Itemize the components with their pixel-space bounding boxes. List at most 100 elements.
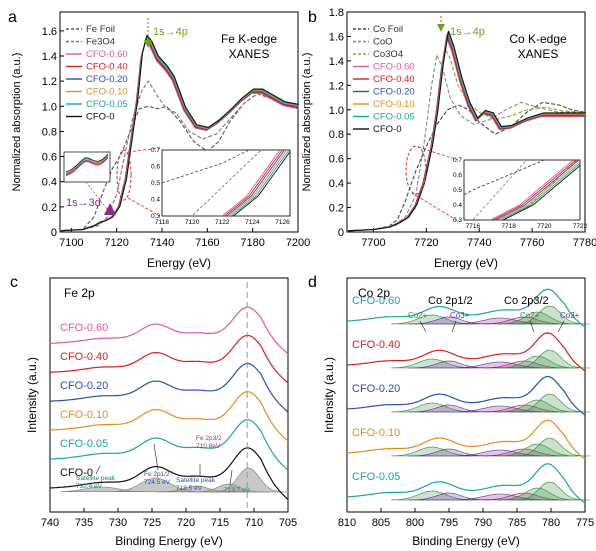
inset-x-tick: 7722 [573, 223, 588, 230]
annotation-label: Co3+ [450, 311, 470, 320]
series-label: CFO-0.05 [352, 471, 400, 483]
panel-a-xlabel: Energy (eV) [147, 256, 211, 270]
inset-x-tick: 7126 [275, 219, 290, 226]
annotation-label: 710.8eV [196, 443, 221, 450]
x-tick-label: 715 [211, 517, 229, 529]
inset-y-tick: 0.6 [151, 164, 160, 171]
y-tick-label: 0.6 [42, 152, 57, 164]
panel-a-letter: a [8, 9, 17, 26]
x-tick-label: 725 [143, 517, 161, 529]
annotation-arrow [529, 320, 535, 333]
panel-a-ylabel: Normalized absorption (a.u.) [11, 53, 23, 192]
y-tick-label: 1.6 [329, 31, 344, 43]
panel-a-title-line2: XANES [229, 47, 270, 61]
panel-c-series-labels: CFO-0.60 CFO-0.40 CFO-0.20 CFO-0.10 CFO-0.05… [60, 322, 108, 479]
inset-cfo-curve [230, 150, 290, 216]
fit-peak [459, 449, 541, 456]
inset-x-tick: 7718 [501, 223, 516, 230]
inset-y-tick: 0.7 [453, 157, 462, 164]
x-tick-label: 7740 [467, 237, 491, 249]
legend-label: Fe Foil [86, 24, 115, 35]
xps-curve [346, 463, 586, 504]
panel-b-letter: b [308, 9, 317, 26]
xps-curve [346, 375, 586, 416]
panel-c-letter: c [10, 274, 18, 291]
y-tick-label: 0.4 [42, 177, 57, 189]
y-tick-label: 1.4 [329, 56, 344, 68]
panel-c-curves [49, 282, 290, 512]
panel-d-ylabel: Intensity (a.u.) [322, 357, 336, 433]
panel-a-curves [59, 34, 300, 232]
series-label: CFO-0.40 [352, 339, 400, 351]
y-tick-label: 0 [51, 227, 57, 239]
annotation-arrow [229, 469, 233, 486]
x-tick-label: 735 [75, 517, 93, 529]
prepeak-inset-link [85, 181, 111, 214]
panel-b-zoom-line-2 [411, 192, 459, 222]
x-tick-label: 795 [440, 517, 458, 529]
fit-peak [508, 349, 591, 369]
panel-b-arrow-label: 1s→4p [450, 26, 485, 38]
y-tick-label: 0 [338, 227, 344, 239]
series-label: CFO-0.10 [352, 427, 400, 439]
series-label: CFO-0.10 [60, 409, 108, 421]
x-tick-label: 800 [406, 517, 424, 529]
panel-a: a 7100 7120 7140 7160 7180 7200 0 0.2 0.4 0.6 0.8 1… [8, 9, 310, 270]
legend-label: CFO-0.20 [373, 87, 415, 98]
x-tick-label: 7100 [59, 237, 83, 249]
legend-label: CFO-0 [373, 124, 402, 135]
prepeak-inset-curve [65, 156, 109, 175]
panel-c-title: Fe 2p [64, 286, 95, 300]
x-tick-label: 730 [109, 517, 127, 529]
prepeak-inset-curve [65, 153, 109, 173]
annotation-label: Co 2p3/2 [504, 295, 549, 307]
legend-label: CFO-0.40 [86, 62, 128, 73]
panel-b-curves [345, 30, 586, 232]
inset-y-tick: 0.7 [151, 147, 160, 154]
x-tick-label: 7780 [573, 237, 596, 249]
fit-peak [459, 361, 541, 368]
annotation-label: Satellite peak [176, 477, 216, 484]
fit-peak [496, 355, 579, 369]
panel-d-series-labels: CFO-0.60 CFO-0.40 CFO-0.20 CFO-0.10 CFO-0.05 [352, 295, 400, 483]
fit-peak [391, 358, 473, 369]
fit-peak [391, 402, 473, 413]
legend-label: Fe3O4 [86, 37, 115, 48]
xps-curve [49, 306, 289, 355]
inset-x-tick: 7124 [245, 219, 260, 226]
panel-c-ylabel: Intensity (a.u.) [25, 357, 39, 433]
panel-b-ylabel: Normalized absorption (a.u.) [301, 53, 313, 192]
x-tick-label: 775 [576, 517, 594, 529]
panel-a-prepeak-arrow [104, 203, 116, 215]
inset-cfo-curve [499, 163, 580, 220]
inset-y-tick: 0.5 [453, 187, 462, 194]
x-tick-label: 7200 [286, 237, 310, 249]
x-tick-label: 7700 [361, 237, 385, 249]
fit-peak [496, 399, 579, 413]
panel-d: d Co 2p 810 805 800 795 790 785 780 775 CFO-0.6… [308, 274, 594, 548]
annotation-arrow [153, 443, 159, 471]
inset-cfo-curve [502, 165, 580, 220]
panel-b-xlabel: Energy (eV) [434, 256, 498, 270]
annotation-label: Co2+ [408, 311, 428, 320]
inset-y-tick: 0.4 [453, 202, 462, 209]
inset-x-tick: 7720 [537, 223, 552, 230]
legend-label: CFO-0.10 [373, 99, 415, 110]
legend-label: CFO-0.20 [86, 74, 128, 85]
inset-x-tick: 7122 [215, 219, 230, 226]
fit-peak [508, 305, 591, 325]
inset-cfo-curve [491, 160, 577, 220]
panel-a-ticks: 7100 7120 7140 7160 7180 7200 0 0.2 0.4 0.6 0.8 1.0… [42, 26, 311, 249]
y-tick-label: 1.4 [42, 51, 57, 63]
inset-y-tick: 0.5 [151, 180, 160, 187]
fit-peak [207, 467, 290, 493]
y-tick-label: 0.6 [329, 154, 344, 166]
fit-peak [391, 446, 473, 457]
fit-peak [508, 393, 591, 413]
panel-b-ticks: 7700 7720 7740 7760 7780 0 0.2 0.4 0.6 0.8 1.0 1.2 1… [329, 7, 596, 249]
y-tick-label: 1.6 [42, 26, 57, 38]
inset-y-tick: 0.4 [151, 197, 160, 204]
panel-d-title: Co 2p [358, 286, 390, 300]
series-label: CFO-0.60 [352, 295, 400, 307]
panel-d-letter: d [308, 274, 317, 291]
